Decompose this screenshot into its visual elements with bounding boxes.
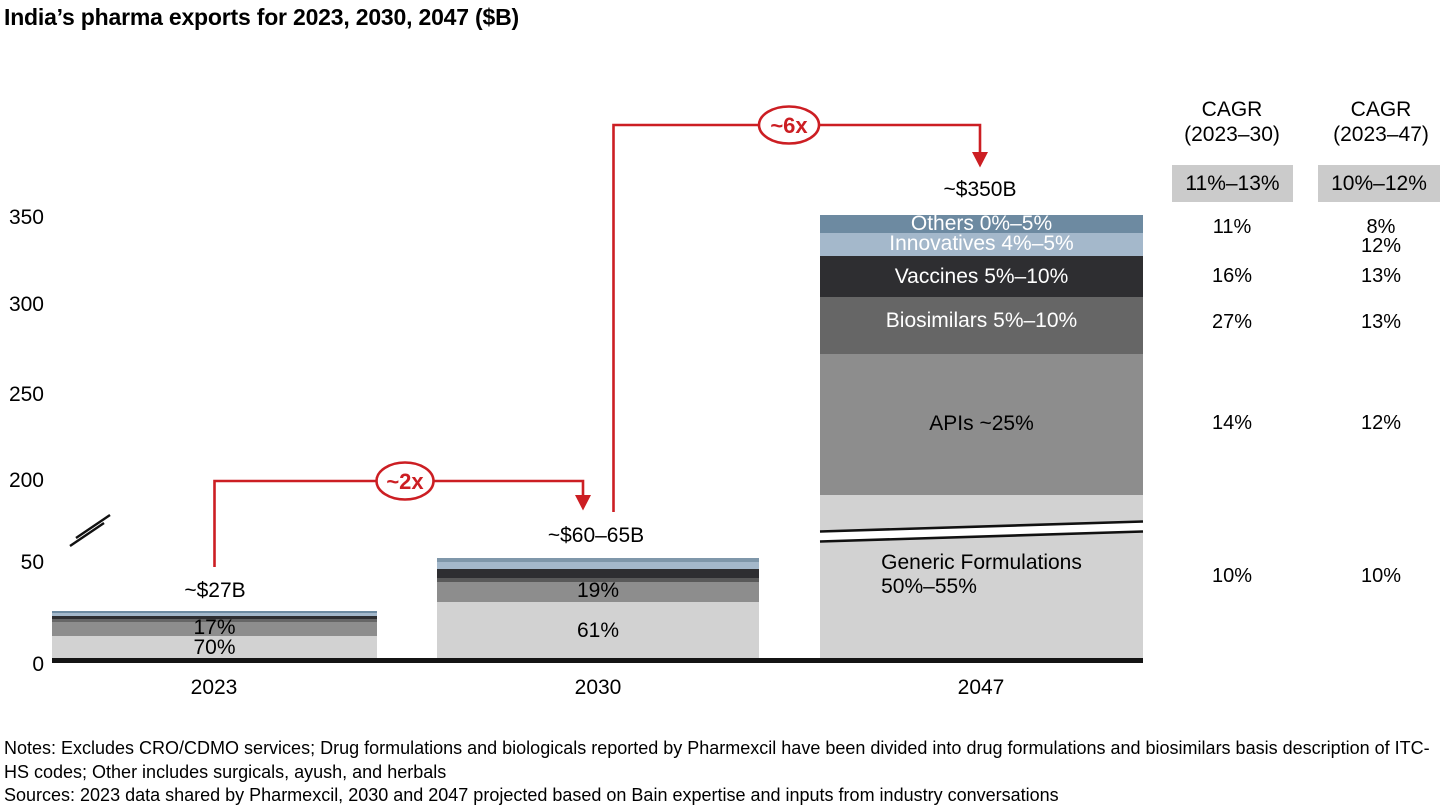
growth-badge-6x-ellipse	[757, 105, 821, 145]
y-axis-tick-300: 300	[8, 293, 44, 316]
x-axis-label-2030: 2030	[574, 676, 622, 699]
segment-label-2047-generic-line1: Generic Formulations	[881, 551, 1082, 574]
break-slash-2	[69, 522, 105, 547]
cagr-cell-others-2047: 8%	[1366, 216, 1396, 238]
cagr-header-1-line2: (2023–30)	[1184, 123, 1280, 146]
growth-badge-2x-label: ~2x	[386, 469, 424, 494]
segment-label-2023-apis: 17%	[193, 616, 236, 639]
growth-badge-6x-label: ~6x	[770, 113, 808, 138]
y-axis-tick-50: 50	[20, 551, 44, 574]
cagr-cell-biosimilars-2047: 13%	[1360, 311, 1402, 333]
segment-2023-innovatives	[52, 613, 377, 616]
bar-2023: 17% 70%	[52, 611, 377, 659]
cagr-overall-2023-30: 11%–13%	[1172, 165, 1293, 202]
cagr-cell-vaccines-2047: 13%	[1360, 265, 1402, 287]
bar-total-2030: ~$60–65B	[547, 524, 645, 547]
bar-total-2023: ~$27B	[184, 579, 246, 602]
segment-label-2047-vaccines: Vaccines 5%–10%	[894, 265, 1069, 288]
segment-2030-vaccines	[437, 569, 759, 578]
segment-2030-apis	[437, 582, 759, 602]
bar-total-2047: ~$350B	[943, 178, 1017, 201]
x-axis-label-2047: 2047	[957, 676, 1005, 699]
segment-label-2023-generic: 70%	[193, 636, 236, 659]
x-axis-label-2023: 2023	[190, 676, 238, 699]
sources: Sources: 2023 data shared by Pharmexcil,…	[4, 785, 1059, 805]
y-axis-break-icon	[69, 514, 111, 547]
y-axis-tick-350: 350	[8, 206, 44, 229]
segment-label-2030-generic: 61%	[576, 619, 620, 642]
segment-2023-others	[52, 611, 377, 613]
segment-label-2047-apis: APIs ~25%	[929, 412, 1034, 435]
cagr-column-header-2023-30: CAGR (2023–30)	[1184, 97, 1280, 147]
segment-label-2030-apis: 19%	[576, 579, 620, 602]
bar-2047: Others 0%–5% Innovatives 4%–5% Vaccines …	[820, 213, 1143, 659]
cagr-cell-generic-2047: 10%	[1360, 565, 1402, 587]
segment-label-2047-generic: Generic Formulations 50%–55%	[881, 551, 1082, 599]
segment-label-2047-innovatives: Innovatives 4%–5%	[889, 232, 1074, 255]
y-axis-tick-200: 200	[8, 469, 44, 492]
cagr-overall-2023-47: 10%–12%	[1318, 165, 1440, 202]
notes: Notes: Excludes CRO/CDMO services; Drug …	[4, 738, 1430, 782]
segment-2030-innovatives	[437, 562, 759, 569]
cagr-cell-generic-2030: 10%	[1211, 565, 1253, 587]
segment-2023-biosimilars	[52, 619, 377, 622]
cagr-header-2-line1: CAGR	[1350, 98, 1412, 121]
cagr-cell-others-2030: 11%	[1212, 216, 1252, 238]
cagr-header-2-line2: (2023–47)	[1333, 123, 1429, 146]
x-axis-line	[52, 658, 1143, 663]
segment-2023-generic	[52, 635, 377, 659]
cagr-column-header-2023-47: CAGR (2023–47)	[1333, 97, 1429, 147]
growth-arrow-6x-head	[972, 152, 988, 168]
cagr-cell-vaccines-2030: 16%	[1211, 265, 1253, 287]
y-axis-tick-0: 0	[32, 653, 44, 676]
segment-2023-apis	[52, 622, 377, 636]
growth-badge-2x-ellipse	[375, 461, 435, 501]
segment-label-2047-biosimilars: Biosimilars 5%–10%	[885, 309, 1078, 332]
growth-arrow-2x-line	[213, 479, 585, 567]
break-slash-1	[75, 514, 111, 539]
segment-2023-vaccines	[52, 615, 377, 619]
cagr-header-1-line1: CAGR	[1201, 98, 1263, 121]
cagr-cell-apis-2030: 14%	[1211, 412, 1253, 434]
y-axis-tick-250: 250	[8, 383, 44, 406]
chart-title: India’s pharma exports for 2023, 2030, 2…	[4, 4, 519, 30]
bar-2030: 19% 61%	[437, 558, 759, 659]
growth-arrow-2x	[213, 461, 585, 567]
segment-label-2047-generic-line2: 50%–55%	[881, 575, 977, 598]
cagr-cell-innovatives-2047: 12%	[1360, 235, 1402, 257]
cagr-cell-apis-2047: 12%	[1360, 412, 1402, 434]
cagr-cell-biosimilars-2030: 27%	[1211, 311, 1253, 333]
segment-2030-biosimilars	[437, 578, 759, 582]
growth-arrow-2x-head	[575, 495, 591, 511]
segment-2030-generic	[437, 601, 759, 659]
segment-2030-others	[437, 558, 759, 562]
